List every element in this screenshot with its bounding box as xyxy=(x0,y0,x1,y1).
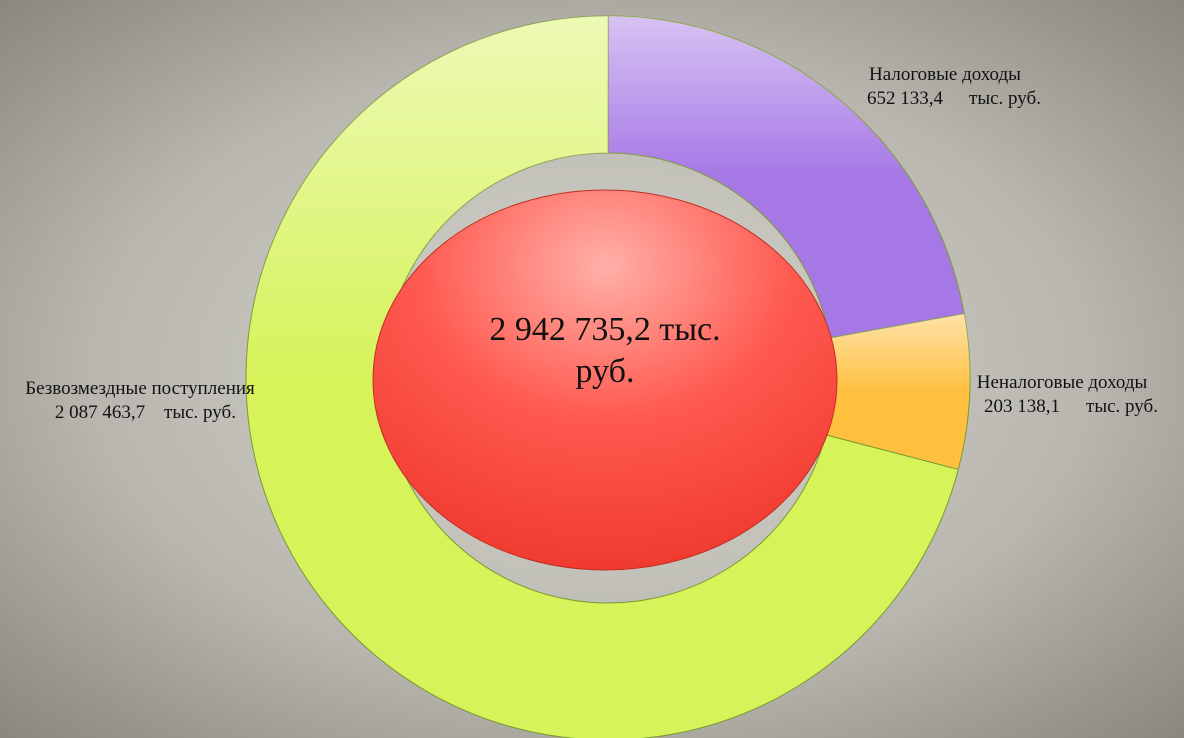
center-disc xyxy=(372,189,838,571)
center-label-line: 2 942 735,2 тыс. xyxy=(489,311,720,348)
value-label: 652 133,4 xyxy=(867,88,944,109)
value-label: 2 087 463,7 xyxy=(55,402,145,423)
category-label: Налоговые доходы xyxy=(869,64,1021,85)
center-label: 2 942 735,2 тыс. руб. xyxy=(489,311,720,390)
unit-label: тыс. руб. xyxy=(1086,396,1158,417)
center-label-line: руб. xyxy=(576,353,635,390)
category-label: Неналоговые доходы xyxy=(977,372,1148,393)
unit-label: тыс. руб. xyxy=(969,88,1041,109)
unit-label: тыс. руб. xyxy=(164,402,236,423)
value-label: 203 138,1 xyxy=(984,396,1060,417)
category-label: Безвозмездные поступления xyxy=(25,378,255,399)
